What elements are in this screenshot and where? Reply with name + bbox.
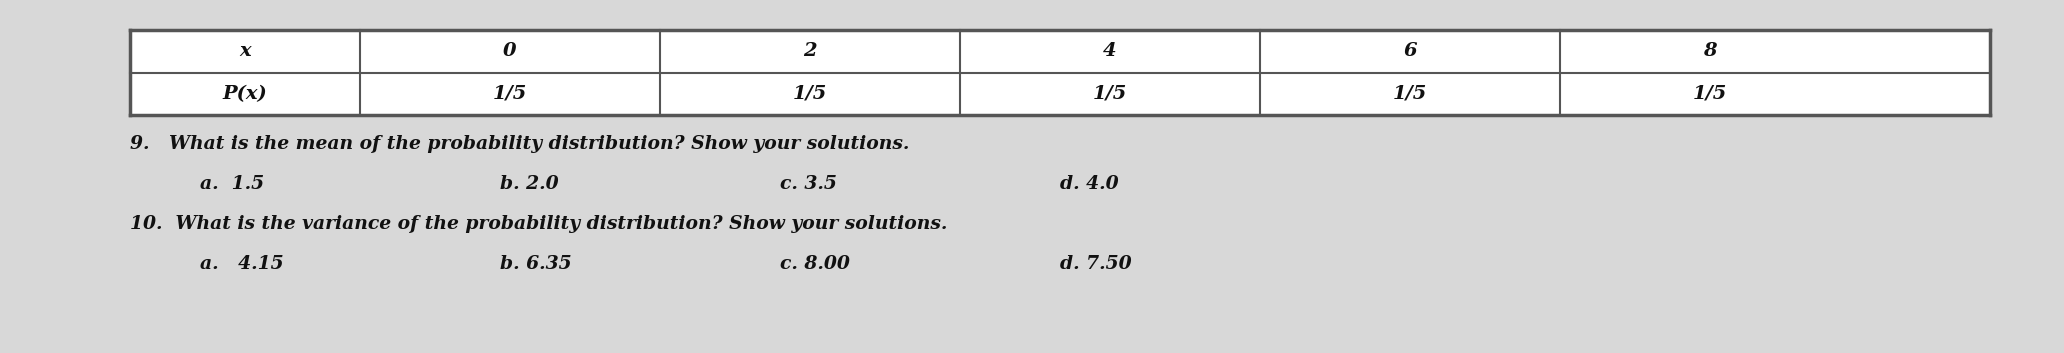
Text: 0: 0	[504, 42, 516, 60]
Bar	[130, 30, 1990, 115]
Text: d. 7.50: d. 7.50	[1061, 255, 1131, 273]
Text: c. 8.00: c. 8.00	[780, 255, 850, 273]
Text: 1/5: 1/5	[493, 85, 526, 103]
Text: P(x): P(x)	[223, 85, 268, 103]
Text: 8: 8	[1703, 42, 1717, 60]
Text: 1/5: 1/5	[1393, 85, 1426, 103]
Text: a.  1.5: a. 1.5	[200, 175, 264, 193]
Text: b. 2.0: b. 2.0	[499, 175, 559, 193]
Text: 1/5: 1/5	[1692, 85, 1728, 103]
Text: 1/5: 1/5	[793, 85, 828, 103]
Text: b. 6.35: b. 6.35	[499, 255, 572, 273]
Text: x: x	[239, 42, 252, 60]
Text: c. 3.5: c. 3.5	[780, 175, 836, 193]
Text: 6: 6	[1404, 42, 1416, 60]
Text: 9.   What is the mean of the probability distribution? Show your solutions.: 9. What is the mean of the probability d…	[130, 135, 910, 153]
Text: 2: 2	[803, 42, 817, 60]
Text: d. 4.0: d. 4.0	[1061, 175, 1119, 193]
Text: 10.  What is the variance of the probability distribution? Show your solutions.: 10. What is the variance of the probabil…	[130, 215, 947, 233]
Text: 1/5: 1/5	[1092, 85, 1127, 103]
Text: 4: 4	[1102, 42, 1117, 60]
Text: a.   4.15: a. 4.15	[200, 255, 283, 273]
